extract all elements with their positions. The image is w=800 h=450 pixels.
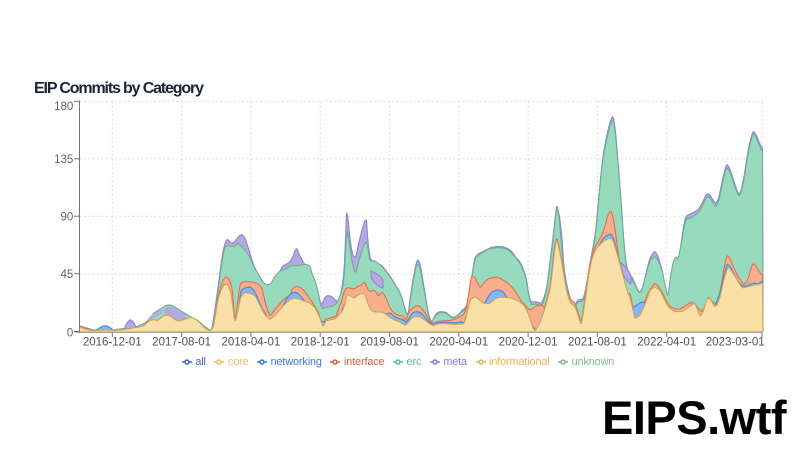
svg-text:2016-12-01: 2016-12-01 (83, 337, 142, 349)
svg-text:90: 90 (61, 212, 74, 224)
svg-text:2018-04-01: 2018-04-01 (221, 337, 280, 349)
svg-text:0: 0 (67, 327, 73, 339)
svg-text:2022-04-01: 2022-04-01 (637, 337, 696, 349)
svg-text:2019-08-01: 2019-08-01 (360, 337, 419, 349)
svg-text:2020-12-01: 2020-12-01 (499, 337, 558, 349)
svg-text:2023-03-01: 2023-03-01 (706, 337, 765, 349)
svg-text:2021-08-01: 2021-08-01 (568, 337, 627, 349)
svg-text:2017-08-01: 2017-08-01 (152, 337, 211, 349)
svg-text:45: 45 (61, 269, 74, 281)
svg-text:2018-12-01: 2018-12-01 (291, 337, 350, 349)
svg-text:135: 135 (54, 154, 73, 166)
svg-text:180: 180 (54, 101, 73, 113)
svg-text:2020-04-01: 2020-04-01 (429, 337, 488, 349)
